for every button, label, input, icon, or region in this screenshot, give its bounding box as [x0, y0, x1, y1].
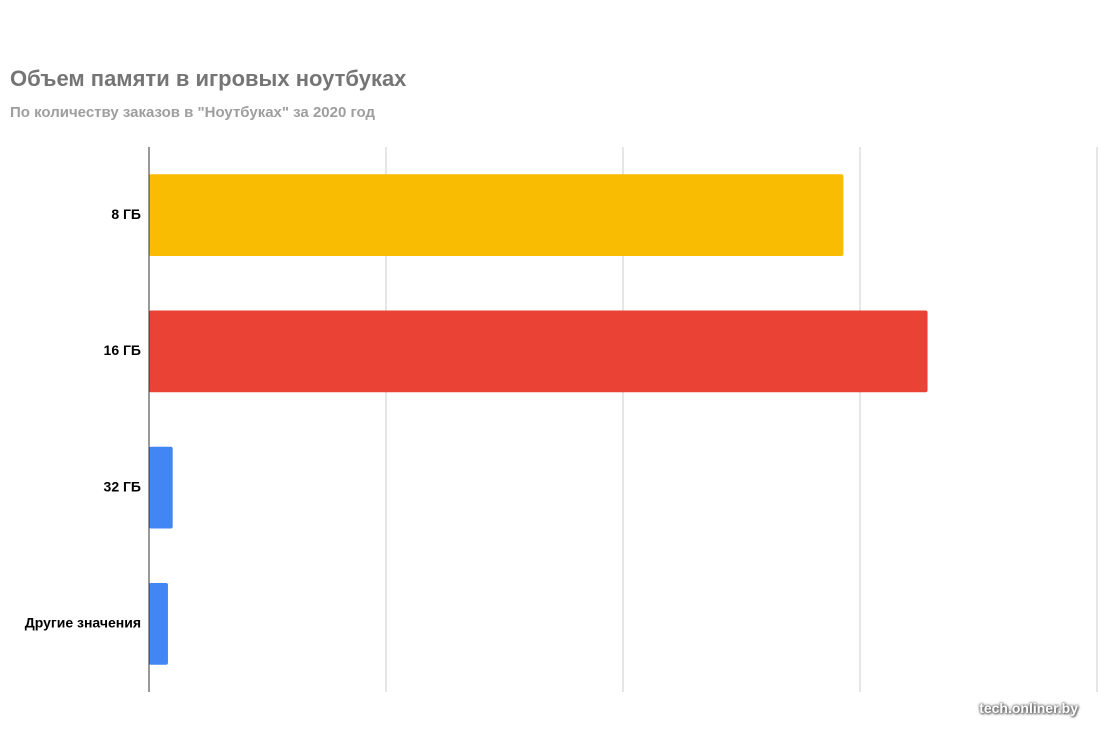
- bar-2: [149, 310, 928, 393]
- bar-4: [149, 583, 168, 665]
- chart-subtitle: По количеству заказов в "Ноутбуках" за 2…: [10, 104, 376, 121]
- category-labels: 8 ГБ 16 ГБ 32 ГБ Другие значения: [25, 206, 141, 631]
- bar-3: [149, 446, 173, 529]
- category-label-2: 16 ГБ: [104, 342, 141, 358]
- category-label-4: Другие значения: [25, 615, 141, 631]
- bar-layer: [149, 174, 928, 665]
- bar-1: [149, 174, 844, 256]
- category-label-3: 32 ГБ: [104, 478, 141, 494]
- chart-title: Объем памяти в игровых ноутбуках: [10, 66, 407, 91]
- watermark: tech.onliner.by: [979, 700, 1078, 716]
- category-label-1: 8 ГБ: [111, 206, 141, 222]
